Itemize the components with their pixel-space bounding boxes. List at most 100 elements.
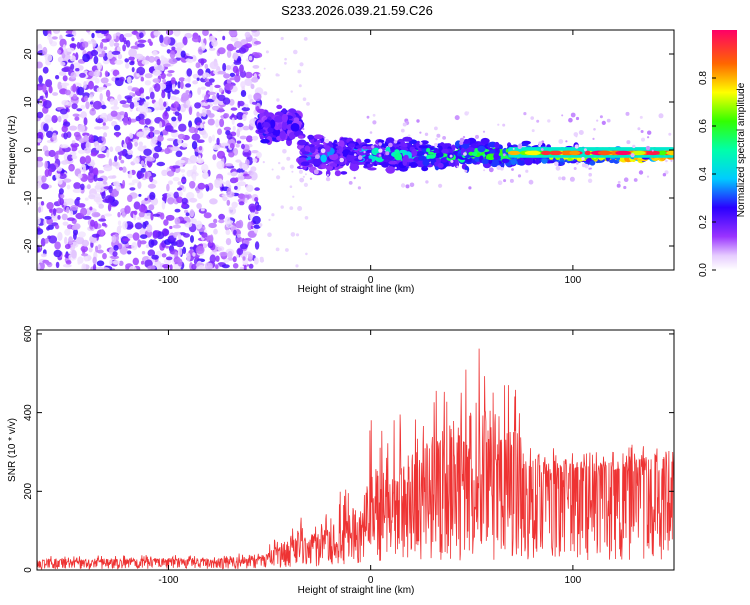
- faint-dot: [583, 163, 588, 167]
- noise-blob: [165, 256, 173, 261]
- noise-blob: [99, 41, 104, 49]
- noise-blob: [44, 114, 52, 124]
- signal-core-peak: [569, 150, 581, 156]
- faint-dot: [450, 159, 454, 163]
- spectrogram-ytick-label: -10: [23, 190, 34, 205]
- signal-blob: [464, 154, 471, 159]
- noise-blob: [174, 111, 180, 116]
- noise-blob: [38, 99, 43, 107]
- noise-blob: [47, 33, 52, 41]
- faint-dot: [616, 183, 621, 188]
- spectrogram-ytick-label: 20: [23, 48, 34, 60]
- noise-blob: [141, 60, 150, 65]
- noise-blob: [239, 135, 247, 140]
- faint-dot: [662, 173, 667, 177]
- spectrogram-xlabel: Height of straight line (km): [298, 284, 415, 295]
- noise-blob: [217, 128, 222, 135]
- faint-dot: [435, 137, 438, 141]
- noise-blob: [251, 150, 259, 154]
- noise-blob: [52, 30, 61, 34]
- noise-blob: [98, 203, 104, 209]
- transition-blob: [260, 138, 270, 144]
- noise-blob: [142, 127, 151, 133]
- noise-blob: [101, 104, 107, 110]
- noise-blob: [143, 106, 149, 113]
- noise-blob: [248, 55, 253, 61]
- noise-blob: [128, 56, 135, 61]
- noise-blob: [152, 78, 160, 83]
- noise-blob: [177, 187, 183, 191]
- signal-blob: [304, 145, 310, 152]
- noise-blob: [60, 61, 66, 66]
- noise-blob: [209, 254, 216, 264]
- noise-blob: [167, 197, 175, 205]
- faint-dot: [573, 132, 579, 137]
- noise-blob: [184, 222, 193, 228]
- noise-blob: [202, 171, 209, 180]
- noise-blob: [82, 53, 90, 63]
- faint-dot: [645, 145, 651, 151]
- noise-blob: [256, 151, 262, 159]
- noise-blob: [215, 118, 220, 128]
- noise-blob: [114, 59, 124, 65]
- noise-blob: [197, 87, 202, 95]
- noise-blob: [216, 92, 220, 99]
- noise-blob: [201, 42, 206, 51]
- noise-blob: [133, 210, 138, 216]
- noise-blob: [52, 92, 59, 96]
- noise-blob: [232, 256, 237, 263]
- noise-blob: [229, 143, 235, 149]
- noise-blob: [197, 182, 206, 190]
- noise-blob: [235, 143, 240, 148]
- noise-blob: [185, 90, 190, 94]
- noise-blob: [48, 168, 52, 177]
- noise-blob: [38, 75, 43, 84]
- noise-blob: [251, 76, 259, 83]
- signal-core-peak: [507, 150, 521, 156]
- noise-blob: [101, 50, 106, 55]
- noise-blob: [231, 117, 235, 125]
- faint-dot: [561, 176, 566, 181]
- signal-blob: [366, 149, 373, 153]
- noise-blob: [46, 130, 53, 138]
- noise-blob: [235, 68, 240, 77]
- spectrogram-ytick-label: 0: [23, 147, 34, 153]
- noise-blob: [166, 73, 173, 77]
- noise-blob: [82, 41, 89, 48]
- noise-blob: [44, 216, 52, 220]
- noise-blob: [123, 33, 133, 38]
- transition-blob: [293, 117, 300, 123]
- noise-blob: [128, 182, 135, 186]
- faint-dot: [280, 205, 284, 209]
- noise-blob: [57, 81, 62, 90]
- snr-ytick-label: 600: [23, 325, 34, 342]
- noise-blob: [163, 219, 169, 226]
- noise-blob: [64, 243, 71, 250]
- noise-blob: [64, 228, 71, 236]
- noise-blob: [150, 212, 154, 221]
- noise-blob: [54, 241, 61, 250]
- noise-blob: [82, 215, 92, 220]
- noise-blob: [69, 43, 77, 48]
- noise-blob: [103, 46, 108, 50]
- noise-blob: [229, 77, 236, 81]
- noise-blob: [81, 263, 87, 270]
- faint-dot: [475, 134, 479, 139]
- faint-dot: [400, 128, 405, 133]
- figure-title: S233.2026.039.21.59.C26: [281, 3, 433, 18]
- signal-blob: [346, 153, 355, 162]
- noise-blob: [128, 265, 137, 270]
- noise-blob: [217, 246, 225, 252]
- signal-blob: [399, 166, 408, 172]
- faint-dot: [323, 136, 326, 139]
- noise-blob: [229, 46, 237, 51]
- signal-blob: [466, 147, 475, 153]
- faint-dot: [393, 140, 398, 144]
- noise-blob: [60, 82, 70, 87]
- noise-blob: [218, 213, 226, 220]
- faint-dot: [258, 223, 263, 227]
- noise-blob: [231, 171, 238, 177]
- signal-blob: [501, 158, 510, 164]
- noise-blob: [226, 147, 235, 154]
- noise-blob: [212, 106, 217, 110]
